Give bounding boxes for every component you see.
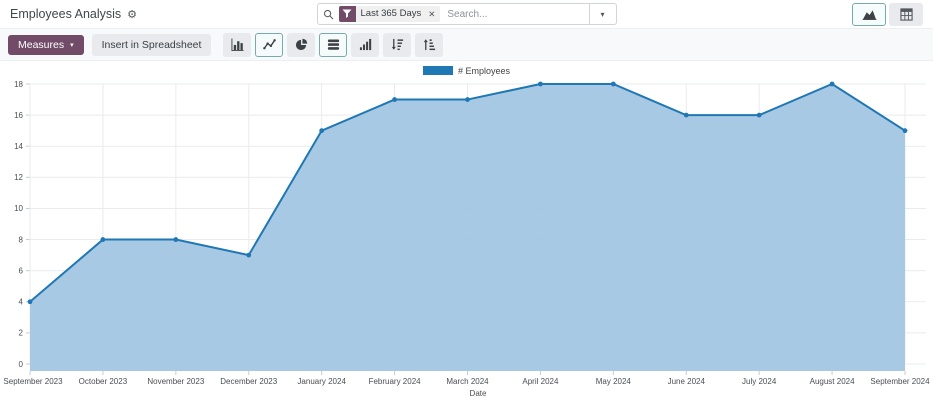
chart-legend[interactable]: # Employees [0, 65, 933, 76]
svg-text:16: 16 [14, 111, 23, 120]
line-chart-button[interactable] [255, 32, 284, 57]
caret-down-icon: ▾ [70, 41, 74, 49]
chart-type-group [223, 32, 444, 57]
svg-text:September 2024: September 2024 [870, 377, 930, 386]
svg-text:April 2024: April 2024 [522, 377, 559, 386]
legend-label: # Employees [457, 65, 511, 76]
svg-text:November 2023: November 2023 [147, 377, 204, 386]
svg-text:2: 2 [19, 329, 24, 338]
svg-text:10: 10 [14, 204, 23, 213]
svg-text:0: 0 [19, 360, 24, 369]
svg-text:May 2024: May 2024 [596, 377, 632, 386]
page-title: Employees Analysis [10, 7, 122, 21]
pie-chart-button[interactable] [287, 32, 316, 57]
svg-text:January 2024: January 2024 [297, 377, 346, 386]
insert-in-spreadsheet-button[interactable]: Insert in Spreadsheet [91, 33, 212, 56]
search-dropdown-toggle[interactable]: ▾ [588, 4, 616, 24]
svg-text:December 2023: December 2023 [220, 377, 277, 386]
stacked-bars-icon [327, 38, 340, 51]
view-switcher [852, 2, 923, 26]
bar-chart-button[interactable] [223, 32, 252, 57]
top-bar: Employees Analysis ⚙ Last 365 Days ✕ ▾ [0, 0, 933, 28]
svg-text:6: 6 [19, 266, 24, 275]
line-chart-icon [263, 38, 276, 51]
sort-descending-icon [391, 38, 404, 51]
facet-remove-icon[interactable]: ✕ [426, 6, 441, 22]
svg-text:14: 14 [14, 142, 23, 151]
svg-text:July 2024: July 2024 [742, 377, 777, 386]
control-panel: Measures ▾ Insert in Spreadsheet [0, 28, 933, 61]
employees-line-chart[interactable]: 0 2 4 6 8 10 12 14 16 18 September 2023 October 202… [0, 76, 933, 408]
filter-funnel-icon [338, 6, 356, 22]
pivot-table-icon [899, 7, 913, 21]
svg-text:12: 12 [14, 173, 23, 182]
breadcrumb: Employees Analysis ⚙ [10, 7, 137, 21]
pie-chart-icon [295, 38, 308, 51]
svg-text:Date: Date [470, 389, 487, 398]
sort-ascending-icon [423, 38, 436, 51]
svg-text:October 2023: October 2023 [79, 377, 128, 386]
cumulative-button[interactable] [351, 32, 380, 57]
svg-text:June 2024: June 2024 [668, 377, 706, 386]
svg-text:February 2024: February 2024 [369, 377, 422, 386]
svg-text:September 2023: September 2023 [3, 377, 63, 386]
graph-view-button[interactable] [852, 2, 886, 26]
legend-swatch [422, 66, 453, 75]
svg-text:4: 4 [19, 298, 24, 307]
sort-descending-button[interactable] [383, 32, 412, 57]
caret-down-icon: ▾ [600, 9, 605, 19]
sort-ascending-button[interactable] [415, 32, 444, 57]
measures-label: Measures [18, 38, 65, 51]
gear-icon[interactable]: ⚙ [127, 8, 138, 21]
area-chart-icon [862, 9, 877, 20]
pivot-view-button[interactable] [889, 2, 923, 26]
search-icon [323, 9, 334, 20]
bar-chart-icon [231, 38, 244, 51]
svg-text:8: 8 [19, 235, 24, 244]
search-input[interactable] [445, 7, 584, 21]
svg-text:March 2024: March 2024 [446, 377, 489, 386]
stacked-button[interactable] [319, 32, 348, 57]
search-bar[interactable]: Last 365 Days ✕ ▾ [316, 3, 617, 25]
measures-button[interactable]: Measures ▾ [8, 34, 84, 55]
search-facet: Last 365 Days ✕ [338, 6, 441, 22]
facet-label: Last 365 Days [355, 6, 427, 22]
svg-text:August 2024: August 2024 [810, 377, 855, 386]
ascending-bars-icon [359, 38, 372, 51]
svg-text:18: 18 [14, 80, 23, 89]
chart-container: # Employees 0 2 4 6 8 10 12 14 16 18 September 202… [0, 65, 933, 413]
